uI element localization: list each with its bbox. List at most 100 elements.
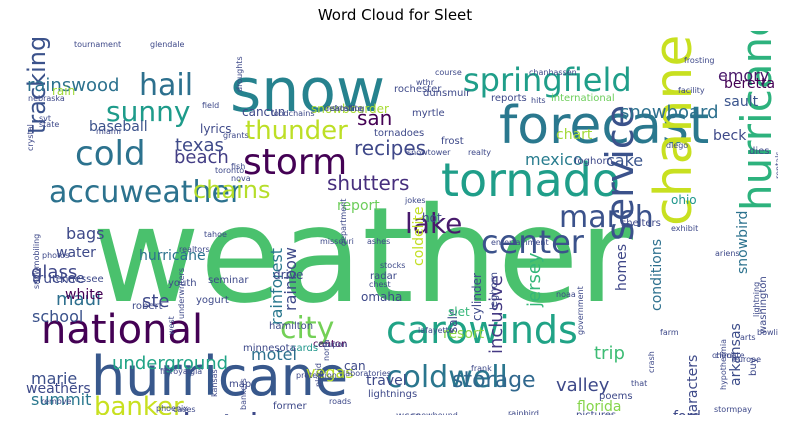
word-lightnings: lightnings bbox=[368, 389, 417, 400]
word-report: report bbox=[337, 198, 380, 214]
word-droughts: droughts bbox=[235, 56, 244, 92]
word-leghorn: leghorn bbox=[489, 272, 500, 310]
word-roads: roads bbox=[329, 397, 351, 406]
word-omaha: omaha bbox=[361, 290, 402, 304]
word-glass: glass bbox=[31, 262, 77, 283]
word-lyrics: lyrics bbox=[200, 122, 232, 136]
word-travel: travel bbox=[366, 373, 407, 389]
word-youth: youth bbox=[168, 278, 197, 289]
word-motel: motel bbox=[251, 345, 297, 364]
word-sault: sault bbox=[724, 94, 759, 110]
word-tornado: tornado bbox=[441, 153, 620, 207]
word-lightning: lightning bbox=[752, 282, 761, 317]
word-exhibit: exhibit bbox=[671, 224, 698, 233]
word-pictures: pictures bbox=[576, 410, 616, 415]
word-service: service bbox=[598, 105, 642, 241]
word-frank: frank bbox=[471, 364, 492, 373]
word-baseball: baseball bbox=[89, 119, 148, 135]
word-water: water bbox=[56, 245, 96, 261]
word-department: department bbox=[339, 199, 348, 246]
word-florida: florida bbox=[577, 399, 622, 415]
word-noaa: noaa bbox=[556, 290, 576, 299]
word-dunsmuir: dunsmuir bbox=[423, 88, 471, 99]
word-ford: ford bbox=[673, 409, 701, 415]
word-miami: miami bbox=[96, 127, 121, 136]
word-shutters: shutters bbox=[327, 171, 409, 195]
word-city: city bbox=[280, 311, 334, 346]
word-tahoe: tahoe bbox=[204, 230, 227, 239]
word-maui: maui bbox=[56, 289, 101, 310]
word-crash: crash bbox=[647, 351, 656, 373]
word-truckee: truckee bbox=[32, 271, 85, 287]
word-hits: hits bbox=[531, 96, 546, 105]
word-vegas: vegas bbox=[306, 363, 354, 382]
word-can: can bbox=[344, 359, 366, 373]
word-missouri: missouri bbox=[320, 237, 354, 246]
word-photos: photos bbox=[42, 251, 69, 260]
word-hail: hail bbox=[139, 68, 193, 103]
word-that: that bbox=[631, 379, 647, 388]
word-march: march bbox=[559, 200, 654, 235]
word-snowboarder: snowboarder bbox=[311, 102, 389, 116]
word-chart: chart bbox=[556, 127, 593, 143]
word-svt: svt bbox=[39, 114, 51, 123]
word-hot: hot bbox=[422, 211, 442, 225]
word-coupon: coupon bbox=[318, 340, 347, 349]
word-rentals: rentals bbox=[774, 151, 778, 179]
word-emory: emory bbox=[718, 66, 769, 85]
word-cards: cards bbox=[291, 343, 318, 354]
word-crystal: crystal bbox=[26, 124, 35, 151]
word-jersey: jersey bbox=[524, 252, 545, 308]
word-seminar: seminar bbox=[208, 275, 249, 286]
word-diego: diego bbox=[666, 141, 688, 150]
word-sunny: sunny bbox=[106, 95, 190, 128]
word-chains: chains bbox=[193, 176, 271, 204]
word-chest: chest bbox=[369, 280, 391, 289]
word-tracking: tracking bbox=[23, 36, 51, 134]
word-hurricanes: hurricanes bbox=[732, 31, 778, 211]
word-placid: placid bbox=[314, 363, 323, 387]
word-nova: nova bbox=[231, 174, 251, 183]
word-characters: characters bbox=[685, 355, 701, 415]
word-fish: fish bbox=[231, 162, 245, 171]
word-chanhassen: chanhassen bbox=[529, 68, 577, 77]
word-cancun: cancun bbox=[242, 105, 285, 119]
word-toronto: toronto bbox=[215, 166, 244, 175]
word-cake: cake bbox=[606, 151, 643, 170]
word-school: school bbox=[32, 307, 83, 326]
word-entertainment: entertainment bbox=[491, 238, 549, 247]
word-field: field bbox=[202, 101, 219, 110]
word-rainswood: rainswood bbox=[27, 75, 119, 96]
word-kansas: kansas bbox=[210, 369, 219, 397]
word-snow: snow bbox=[230, 56, 385, 126]
word-remove: remove bbox=[41, 397, 71, 406]
word-stocks: stocks bbox=[380, 261, 405, 270]
word-defrosting: defrosting bbox=[324, 104, 365, 113]
word-beck: beck bbox=[713, 128, 747, 144]
word-nebraska: nebraska bbox=[28, 94, 65, 103]
word-arkansas: arkansas bbox=[728, 323, 744, 386]
word-hurricane: hurricane bbox=[91, 345, 348, 408]
word-cold: cold bbox=[75, 134, 146, 174]
word-recipes: recipes bbox=[354, 136, 426, 160]
word-grants: grants bbox=[223, 131, 249, 140]
word-wthr: wthr bbox=[416, 78, 435, 87]
word-rain: rain bbox=[52, 84, 75, 98]
word-stormpay: stormpay bbox=[714, 405, 752, 414]
word-buy: buy bbox=[748, 357, 759, 376]
word-storage: storage bbox=[452, 368, 536, 393]
word-rainforest: rainforest bbox=[267, 248, 286, 325]
word-texas: texas bbox=[175, 135, 224, 156]
word-valley: valley bbox=[556, 375, 610, 396]
word-farm: farm bbox=[660, 328, 679, 337]
word-ohio: ohio bbox=[671, 193, 697, 207]
word-facility: facility bbox=[678, 86, 705, 95]
word-rainbow: rainbow bbox=[281, 247, 300, 311]
word-carowinds: carowinds bbox=[386, 308, 578, 352]
word-jokes: jokes bbox=[404, 196, 426, 205]
word-inclusive: inclusive bbox=[486, 275, 507, 354]
word-former: former bbox=[273, 401, 307, 412]
word-beretta: beretta bbox=[724, 76, 775, 92]
word-rochester: rochester bbox=[394, 84, 442, 95]
word-robert: robert bbox=[132, 301, 163, 312]
